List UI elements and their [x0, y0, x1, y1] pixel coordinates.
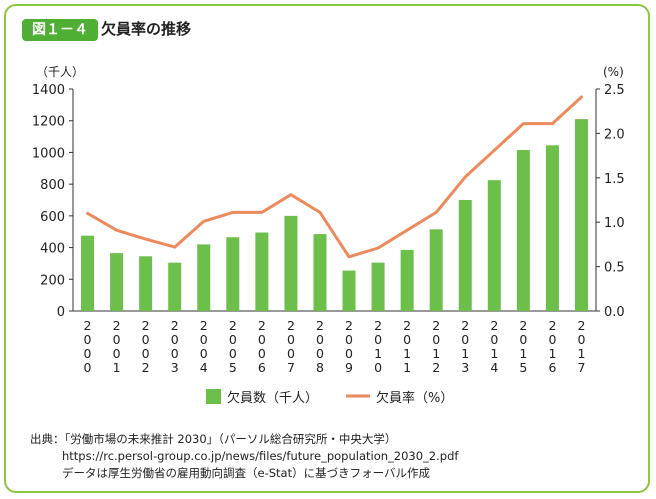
right-axis-tick-label: 0.5: [604, 261, 625, 276]
bar: [110, 253, 124, 311]
bar: [487, 180, 501, 311]
right-axis-unit: (%): [603, 65, 624, 79]
right-axis-tick-label: 2.5: [604, 83, 625, 98]
source-url: https://rc.persol-group.co.jp/news/files…: [62, 449, 459, 463]
bar: [342, 270, 356, 311]
bar: [139, 256, 153, 311]
left-axis-unit: （千人）: [36, 65, 84, 79]
left-axis-tick-label: 800: [40, 178, 65, 193]
left-axis-tick-label: 400: [40, 242, 65, 257]
figure-number-badge: 図１－４: [22, 19, 98, 41]
bar: [400, 249, 414, 311]
left-axis-tick-label: 1400: [32, 83, 65, 98]
bar: [197, 244, 211, 311]
legend-line-label: 欠員率（%）: [376, 390, 453, 406]
left-axis-tick-label: 1200: [32, 115, 65, 130]
legend-bar-swatch: [206, 389, 221, 404]
bar: [371, 262, 385, 311]
bar: [168, 262, 182, 311]
right-axis-tick-label: 2.0: [604, 127, 625, 142]
rate-line: [86, 95, 583, 259]
left-axis-tick-label: 1000: [32, 146, 65, 161]
bar: [574, 119, 588, 311]
bar: [255, 232, 269, 311]
left-axis-tick-label: 200: [40, 273, 65, 288]
chart-title: 欠員率の推移: [101, 20, 192, 38]
right-axis-tick-label: 1.5: [604, 172, 625, 187]
source-note: データは厚生労働省の雇用動向調査（e-Stat）に基づきフォーバル作成: [62, 466, 430, 480]
figure-frame: [4, 4, 650, 493]
bar: [313, 234, 327, 311]
right-axis-tick-label: 0.0: [604, 305, 625, 320]
source-citation: 出典：「労働市場の未来推計 2030」（パーソル総合研究所・中央大学）: [30, 432, 397, 446]
left-axis-tick-label: 0: [57, 305, 65, 320]
bar: [284, 215, 298, 311]
bar: [81, 235, 95, 311]
left-axis-tick-label: 600: [40, 210, 65, 225]
bar: [429, 229, 443, 311]
bar: [516, 150, 530, 311]
bar: [226, 237, 240, 311]
right-axis-tick-label: 1.0: [604, 216, 625, 231]
legend-bar-label: 欠員数（千人）: [227, 390, 318, 406]
bar: [458, 200, 472, 311]
bar: [545, 145, 559, 311]
